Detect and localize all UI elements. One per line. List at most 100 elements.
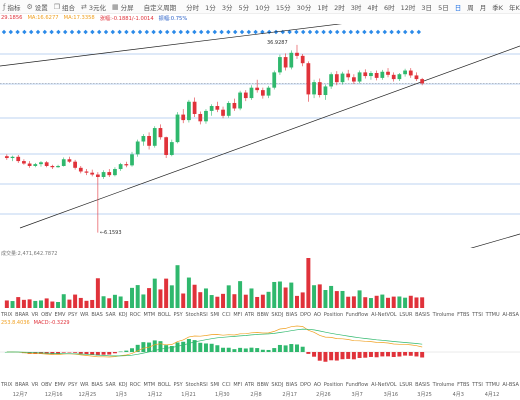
indicator-tab-position[interactable]: Position [323, 311, 344, 318]
indicator-tab-basis[interactable]: BASIS [415, 381, 430, 388]
indicator-tab-boll[interactable]: BOLL [157, 311, 171, 318]
indicator-tab-ao[interactable]: AO [313, 311, 321, 318]
indicator-tab-basis[interactable]: BASIS [415, 311, 430, 318]
indicator-tab-obv[interactable]: OBV [41, 311, 52, 318]
indicator-tab-ai-netvol[interactable]: AI-NetVOL [371, 311, 397, 318]
indicator-tab-bbw[interactable]: BBW [257, 381, 269, 388]
indicator-tab-tirolume[interactable]: Tirolume [432, 311, 455, 318]
indicator-tab-bias[interactable]: BIAS [285, 381, 298, 388]
indicator-tab-dpo[interactable]: DPO [300, 311, 311, 318]
indicator-tab-dpo[interactable]: DPO [300, 381, 311, 388]
indicator-tab-bias[interactable]: BIAS [91, 311, 103, 318]
indicator-tab-smi[interactable]: SMI [210, 311, 220, 318]
period-4[interactable]: 10分 [255, 3, 270, 12]
indicator-tab-wr[interactable]: WR [80, 311, 89, 318]
candlestick-chart[interactable]: 36.9287 ←6.1593 [0, 24, 520, 248]
indicator-tab-ai-bsa[interactable]: AI-BSA [502, 381, 519, 388]
indicator-tab-mfi[interactable]: MFI [233, 311, 242, 318]
indicator-tab-tirolume[interactable]: Tirolume [432, 381, 455, 388]
indicator-tab-fundflow[interactable]: Fundflow [345, 381, 369, 388]
indicator-tab-cci[interactable]: CCI [222, 311, 231, 318]
tool-button-layers[interactable]: ❐ 组合 [51, 0, 78, 13]
indicator-tab-skdj[interactable]: SKDJ [271, 311, 284, 318]
indicator-tab-psy[interactable]: PSY [68, 381, 78, 388]
indicator-tab-trix[interactable]: TRIX [1, 311, 13, 318]
indicator-tab-ttmu[interactable]: TTMU [485, 381, 500, 388]
custom-period-button[interactable]: 自定义周期 [143, 3, 177, 12]
period-12[interactable]: 12时 [400, 3, 416, 12]
indicator-tab-sar[interactable]: SAR [105, 381, 116, 388]
indicator-tab-brar[interactable]: BRAR [15, 381, 29, 388]
indicator-tab-vr[interactable]: VR [31, 311, 39, 318]
indicator-tab-bias[interactable]: BIAS [91, 381, 103, 388]
indicator-tab-emv[interactable]: EMV [54, 311, 66, 318]
indicator-tab-stochrsi[interactable]: StochRSI [185, 381, 208, 388]
indicator-tab-bbw[interactable]: BBW [257, 311, 269, 318]
indicator-tab-ai-bsa[interactable]: AI-BSA [502, 311, 519, 318]
indicator-tab-wr[interactable]: WR [80, 381, 89, 388]
period-8[interactable]: 2时 [334, 3, 345, 12]
indicator-tab-vr[interactable]: VR [31, 381, 39, 388]
volume-chart[interactable] [0, 248, 520, 310]
period-1[interactable]: 1分 [205, 3, 216, 12]
indicator-tab-atr[interactable]: ATR [244, 311, 255, 318]
indicator-tab-psy[interactable]: PSY [173, 381, 183, 388]
indicator-tab-sar[interactable]: SAR [105, 311, 116, 318]
indicator-tab-roc[interactable]: ROC [129, 381, 141, 388]
period-9[interactable]: 3时 [350, 3, 362, 12]
indicator-tab-smi[interactable]: SMI [210, 381, 220, 388]
indicator-tab-kdj[interactable]: KDJ [118, 381, 128, 388]
period-10[interactable]: 4时 [367, 3, 378, 12]
period-right-3[interactable]: 年K [508, 3, 520, 12]
indicator-tab-trix[interactable]: TRIX [1, 381, 13, 388]
indicator-tab-lsur[interactable]: LSUR [399, 381, 413, 388]
period-5[interactable]: 15分 [275, 3, 291, 12]
candle [289, 50, 294, 70]
period-7[interactable]: 1时 [317, 3, 329, 12]
indicator-tab-skdj[interactable]: SKDJ [271, 381, 284, 388]
indicator-tab-roc[interactable]: ROC [129, 311, 141, 318]
indicator-tab-ftbs[interactable]: FTBS [457, 311, 470, 318]
period-3[interactable]: 5分 [238, 3, 250, 12]
macd-chart[interactable] [0, 318, 520, 380]
period-right-0[interactable]: 周 [467, 3, 474, 12]
indicator-tab-brar[interactable]: BRAR [15, 311, 29, 318]
indicator-tab-ttsi[interactable]: TTSI [472, 311, 483, 318]
signal-marker [375, 29, 381, 35]
indicator-tab-mfi[interactable]: MFI [233, 381, 242, 388]
indicator-tab-stochrsi[interactable]: StochRSI [185, 311, 208, 318]
volume-bar [135, 285, 140, 308]
indicator-tab-mtm[interactable]: MTM [143, 381, 156, 388]
indicator-tab-ai-netvol[interactable]: AI-NetVOL [371, 381, 397, 388]
tool-button-indicator[interactable]: ƒ 指标 [0, 0, 23, 13]
indicator-tab-psy[interactable]: PSY [173, 311, 183, 318]
indicator-tab-obv[interactable]: OBV [41, 381, 52, 388]
indicator-tab-mtm[interactable]: MTM [143, 311, 156, 318]
indicator-tab-position[interactable]: Position [323, 381, 344, 388]
indicator-tab-ttsi[interactable]: TTSI [472, 381, 483, 388]
period-15[interactable]: 日 [454, 3, 462, 12]
indicator-tab-ftbs[interactable]: FTBS [457, 381, 470, 388]
period-11[interactable]: 6时 [384, 3, 395, 12]
period-6[interactable]: 30分 [296, 3, 312, 12]
period-14[interactable]: 5日 [438, 3, 449, 12]
indicator-tab-fundflow[interactable]: Fundflow [345, 311, 369, 318]
indicator-tab-emv[interactable]: EMV [54, 381, 66, 388]
indicator-tab-ao[interactable]: AO [313, 381, 321, 388]
indicator-tab-ttmu[interactable]: TTMU [485, 311, 500, 318]
indicator-tab-kdj[interactable]: KDJ [118, 311, 128, 318]
indicator-tab-lsur[interactable]: LSUR [399, 311, 413, 318]
indicator-tab-cci[interactable]: CCI [222, 381, 231, 388]
indicator-tab-atr[interactable]: ATR [244, 381, 255, 388]
period-right-1[interactable]: 月 [479, 3, 487, 12]
tool-button-swap[interactable]: ⇄ 3元化 [78, 0, 109, 13]
period-right-2[interactable]: 季K [492, 3, 503, 12]
period-0[interactable]: 分时 [186, 3, 200, 12]
period-2[interactable]: 3分 [221, 3, 233, 12]
indicator-tab-boll[interactable]: BOLL [157, 381, 171, 388]
indicator-tab-bias[interactable]: BIAS [285, 311, 298, 318]
tool-button-gear[interactable]: ⚙ 设置 [23, 0, 50, 13]
period-13[interactable]: 3日 [421, 3, 433, 12]
tool-button-split-screen[interactable]: ▦ 分屏 [109, 0, 137, 13]
indicator-tab-psy[interactable]: PSY [68, 311, 78, 318]
